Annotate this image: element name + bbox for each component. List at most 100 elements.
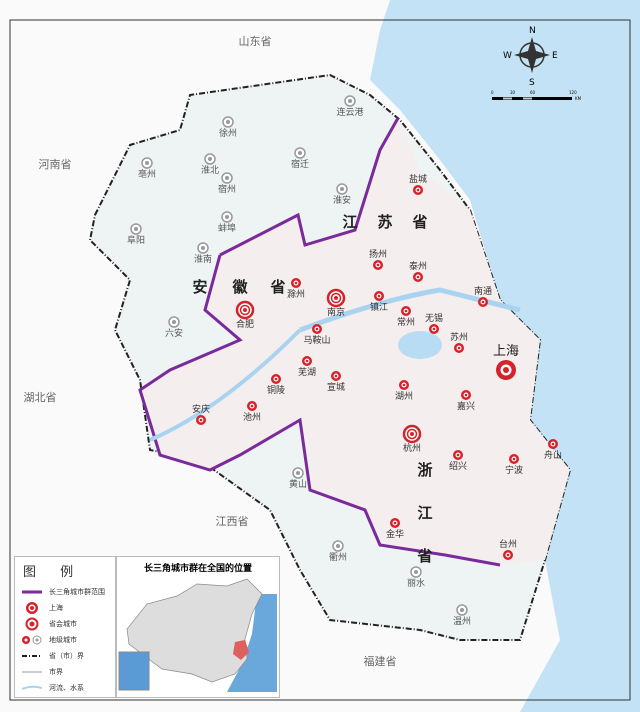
legend-label: 省（市）界	[49, 652, 84, 660]
scale-tick: 0	[491, 90, 494, 95]
city-label: 连云港	[336, 106, 363, 118]
city-marker-other[interactable]	[141, 157, 153, 169]
city-label: 衢州	[329, 551, 347, 563]
city-marker-prefecture[interactable]	[401, 306, 411, 316]
city-label: 淮北	[201, 165, 219, 176]
province-label-jiangsu: 省	[411, 213, 427, 231]
city-marker-capital[interactable]	[326, 288, 346, 308]
city-marker-other[interactable]	[221, 211, 233, 223]
province-label-anhui: 省	[269, 278, 285, 296]
city-label: 金华	[386, 528, 404, 540]
legend-label: 省会城市	[49, 620, 77, 628]
sea	[370, 0, 640, 712]
city-marker-other[interactable]	[130, 223, 142, 235]
compass-rose-icon: N S E W	[503, 26, 558, 88]
city-label: 镇江	[370, 301, 388, 313]
city-marker-prefecture[interactable]	[373, 260, 383, 270]
city-marker-other[interactable]	[197, 242, 209, 254]
yrd-boundary-south	[138, 254, 501, 567]
city-label: 舟山	[544, 449, 562, 461]
inset-map: 长三角城市群在全国的位置	[116, 556, 280, 698]
city-marker-other[interactable]	[336, 183, 348, 195]
city-marker-prefecture[interactable]	[399, 380, 409, 390]
province-label-hubei: 湖北省	[24, 391, 57, 404]
city-label: 扬州	[369, 248, 387, 260]
taihu-lake	[398, 331, 442, 359]
city-label: 宿州	[218, 183, 236, 195]
city-label: 南京	[327, 306, 345, 318]
city-marker-other[interactable]	[344, 95, 356, 107]
city-marker-prefecture[interactable]	[413, 272, 423, 282]
scale-bar: 0 30 60 120 KM	[491, 90, 582, 101]
city-marker-prefecture[interactable]	[291, 278, 301, 288]
city-label: 淮安	[333, 194, 351, 206]
scale-tick: 30	[510, 90, 516, 95]
province-label-jiangxi: 江西省	[216, 515, 249, 528]
city-marker-prefecture[interactable]	[413, 185, 423, 195]
city-label: 宁波	[505, 464, 523, 476]
province-label-anhui: 徽	[231, 278, 248, 296]
city-marker-prefecture[interactable]	[374, 291, 384, 301]
legend-label: 上海	[49, 604, 63, 612]
city-marker-prefecture[interactable]	[302, 356, 312, 366]
province-label-zhejiang: 浙	[417, 461, 432, 479]
province-label-zhejiang: 江	[417, 504, 432, 522]
city-label: 丽水	[407, 577, 425, 589]
city-marker-other[interactable]	[221, 172, 233, 184]
city-marker-prefecture[interactable]	[331, 371, 341, 381]
yrd-highlight	[233, 640, 249, 660]
city-marker-other[interactable]	[168, 316, 180, 328]
city-label: 阜阳	[127, 234, 145, 246]
city-label: 蚌埠	[218, 222, 236, 234]
legend-label: 长三角城市群范围	[49, 588, 105, 596]
city-marker-other[interactable]	[456, 604, 468, 616]
south-china-sea-inset	[118, 651, 150, 691]
map-frame	[9, 19, 631, 701]
city-marker-prefecture[interactable]	[454, 343, 464, 353]
city-marker-prefecture[interactable]	[509, 454, 519, 464]
city-marker-prefecture[interactable]	[461, 390, 471, 400]
compass-w: W	[503, 51, 512, 61]
city-marker-prefecture[interactable]	[271, 374, 281, 384]
city-label: 无锡	[425, 313, 443, 324]
city-label: 马鞍山	[303, 334, 330, 346]
province-label-jiangsu: 苏	[377, 213, 392, 231]
city-marker-other[interactable]	[292, 467, 304, 479]
city-label: 杭州	[403, 442, 421, 454]
china-outline	[126, 578, 263, 683]
city-label: 南通	[474, 285, 492, 297]
city-marker-prefecture[interactable]	[247, 401, 257, 411]
city-label: 徐州	[219, 127, 237, 139]
city-label: 苏州	[450, 331, 468, 343]
legend-label: 地级城市	[49, 636, 77, 644]
city-marker-prefecture[interactable]	[390, 518, 400, 528]
city-marker-prefecture[interactable]	[312, 324, 322, 334]
legend-title: 图 例	[23, 565, 84, 580]
yrd-boundary-north	[219, 117, 400, 257]
city-marker-prefecture[interactable]	[548, 439, 558, 449]
inset-title: 长三角城市群在全国的位置	[143, 564, 252, 574]
legend-item: 省（市）界	[15, 648, 115, 664]
city-label: 芜湖	[298, 366, 316, 378]
city-marker-shanghai[interactable]	[496, 360, 516, 380]
city-marker-prefecture[interactable]	[429, 324, 439, 334]
city-marker-prefecture[interactable]	[453, 450, 463, 460]
compass-n: N	[529, 26, 536, 36]
city-marker-capital[interactable]	[402, 424, 422, 444]
city-marker-prefecture[interactable]	[503, 550, 513, 560]
compass-s: S	[529, 78, 535, 88]
legend: 图 例 长三角城市群范围 上海 省会城市 地级城市 省（市）界 市界 河流、水系	[14, 556, 116, 698]
scale-tick: 120	[569, 90, 577, 95]
city-marker-other[interactable]	[332, 540, 344, 552]
city-marker-prefecture[interactable]	[196, 415, 206, 425]
city-marker-prefecture[interactable]	[478, 297, 488, 307]
city-marker-other[interactable]	[204, 153, 216, 165]
city-marker-other[interactable]	[410, 566, 422, 578]
city-label: 亳州	[138, 168, 156, 180]
city-marker-other[interactable]	[222, 116, 234, 128]
legend-item: 河流、水系	[15, 680, 115, 696]
city-label: 台州	[499, 538, 517, 550]
city-marker-other[interactable]	[294, 147, 306, 159]
city-label: 六安	[165, 327, 183, 339]
city-marker-capital[interactable]	[235, 300, 255, 320]
